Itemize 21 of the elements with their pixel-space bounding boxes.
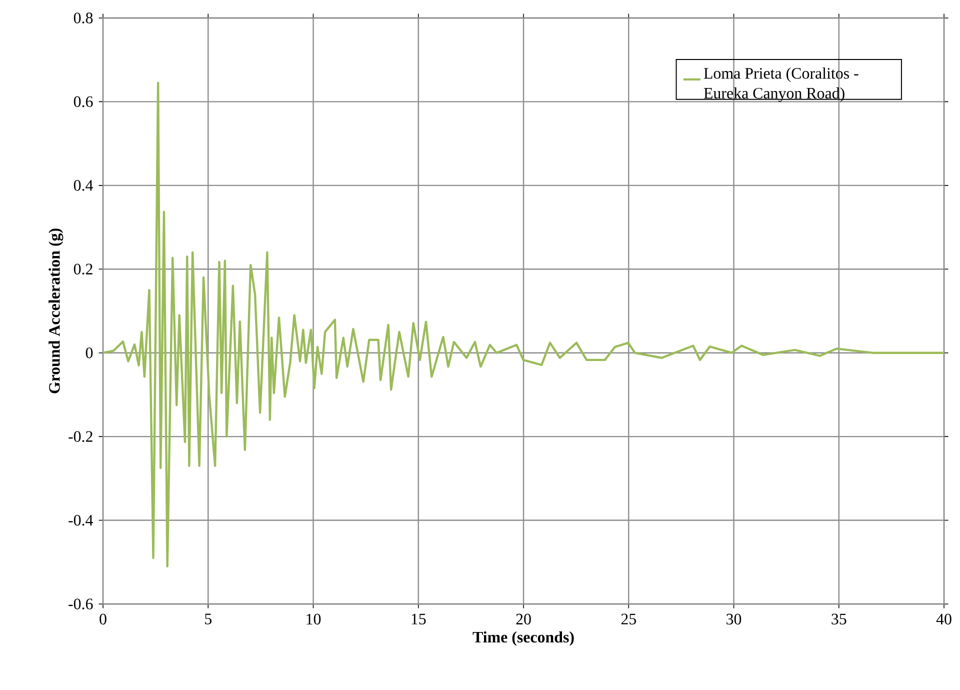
x-tick-label: 20 bbox=[516, 614, 531, 625]
x-tick-label: 5 bbox=[205, 614, 212, 624]
x-axis-title: Time (seconds) bbox=[472, 631, 574, 646]
x-tick-label: 30 bbox=[726, 614, 742, 625]
x-tick-label: 35 bbox=[832, 614, 846, 624]
legend-label: Loma Prieta (Coralitos - Eureka Canyon Road) bbox=[704, 68, 858, 102]
x-tick-label: 25 bbox=[621, 614, 636, 624]
x-tick-label: 10 bbox=[306, 614, 321, 625]
y-tick-label: 0.6 bbox=[74, 96, 93, 108]
y-tick-label: 0.2 bbox=[74, 264, 92, 275]
y-tick-label: -0.6 bbox=[68, 598, 93, 610]
y-tick-label: 0.4 bbox=[74, 180, 93, 191]
y-tick-label: 0 bbox=[86, 347, 93, 358]
line-series bbox=[103, 82, 944, 568]
y-axis-title: Ground Acceleration (g) bbox=[48, 228, 64, 394]
y-tick-label: -0.2 bbox=[68, 431, 92, 442]
x-tick-label: 0 bbox=[100, 614, 106, 625]
x-tick-label: 40 bbox=[936, 614, 952, 625]
y-tick-label: 0.8 bbox=[74, 12, 93, 24]
y-tick-label: -0.4 bbox=[68, 514, 93, 526]
x-tick-label: 15 bbox=[412, 614, 426, 624]
